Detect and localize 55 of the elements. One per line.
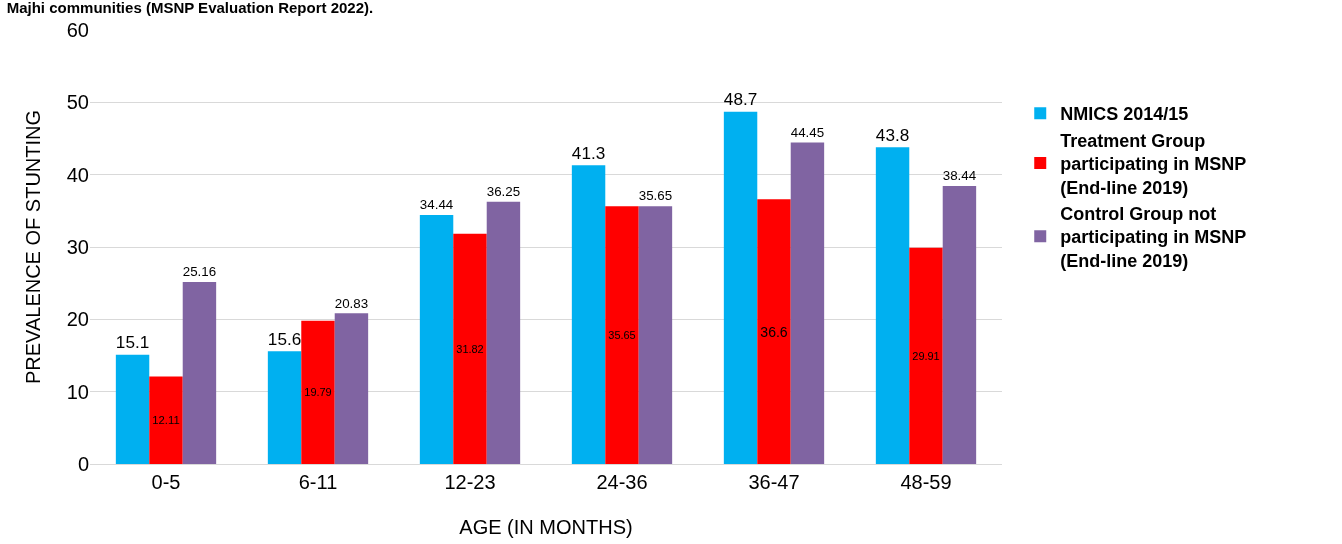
bar — [453, 233, 487, 464]
legend-label: Treatment Group participating in MSNP (End-line 2019) — [1060, 130, 1247, 198]
bar — [571, 165, 606, 464]
data-label: 38.44 — [942, 168, 977, 184]
y-tick-label: 40 — [66, 163, 89, 186]
bar — [909, 247, 943, 464]
bar — [723, 111, 758, 464]
y-tick-label: 60 — [66, 19, 89, 41]
y-tick-label: 0 — [77, 453, 89, 475]
y-tick-label: 50 — [66, 91, 89, 114]
bar — [942, 185, 977, 464]
data-label: 34.44 — [419, 197, 454, 213]
data-label: 15.1 — [115, 332, 150, 353]
bar — [267, 351, 302, 464]
bar — [605, 206, 639, 464]
data-label: 25.16 — [182, 264, 217, 280]
data-label: 20.83 — [334, 295, 369, 311]
x-tick-label: 0-5 — [151, 471, 181, 493]
x-tick-label: 48-59 — [900, 471, 952, 493]
x-tick-label: 12-23 — [444, 471, 496, 493]
bar — [790, 142, 825, 464]
bar — [182, 282, 217, 464]
data-label: 12.11 — [152, 414, 180, 427]
data-label: 48.7 — [723, 89, 758, 110]
y-tick-label: 20 — [66, 308, 89, 331]
data-label: 35.65 — [638, 188, 673, 204]
legend-label: NMICS 2014/15 — [1060, 104, 1189, 125]
data-label: 15.6 — [267, 328, 302, 349]
y-axis-title: PREVALENCE OF STUNTING — [22, 109, 44, 385]
data-label: 36.25 — [486, 184, 521, 200]
bar — [419, 214, 454, 464]
data-label: 43.8 — [875, 124, 910, 145]
data-label: 36.6 — [760, 323, 788, 340]
legend-label: Control Group not participating in MSNP (End-line 2019) — [1060, 203, 1247, 271]
bar — [334, 313, 369, 464]
data-label: 35.65 — [608, 328, 636, 341]
x-tick-label: 24-36 — [596, 471, 648, 493]
y-tick-label: 30 — [66, 236, 89, 258]
data-label: 31.82 — [456, 342, 484, 355]
bar — [301, 320, 335, 464]
data-label: 29.91 — [912, 349, 940, 362]
y-tick-label: 10 — [66, 380, 89, 403]
chart-title: Majhi communities (MSNP Evaluation Report 2022). — [6, 0, 374, 17]
x-tick-label: 6-11 — [298, 471, 338, 493]
bar — [638, 206, 673, 464]
bar — [757, 199, 791, 464]
x-tick-label: 36-47 — [748, 471, 800, 493]
data-label: 41.3 — [571, 142, 606, 163]
data-label: 44.45 — [790, 124, 825, 140]
x-axis-title: AGE (IN MONTHS) — [459, 516, 633, 538]
bar — [149, 376, 183, 464]
bar — [875, 147, 910, 464]
bar — [115, 354, 150, 464]
bar — [486, 201, 521, 464]
data-label: 19.79 — [304, 386, 332, 399]
